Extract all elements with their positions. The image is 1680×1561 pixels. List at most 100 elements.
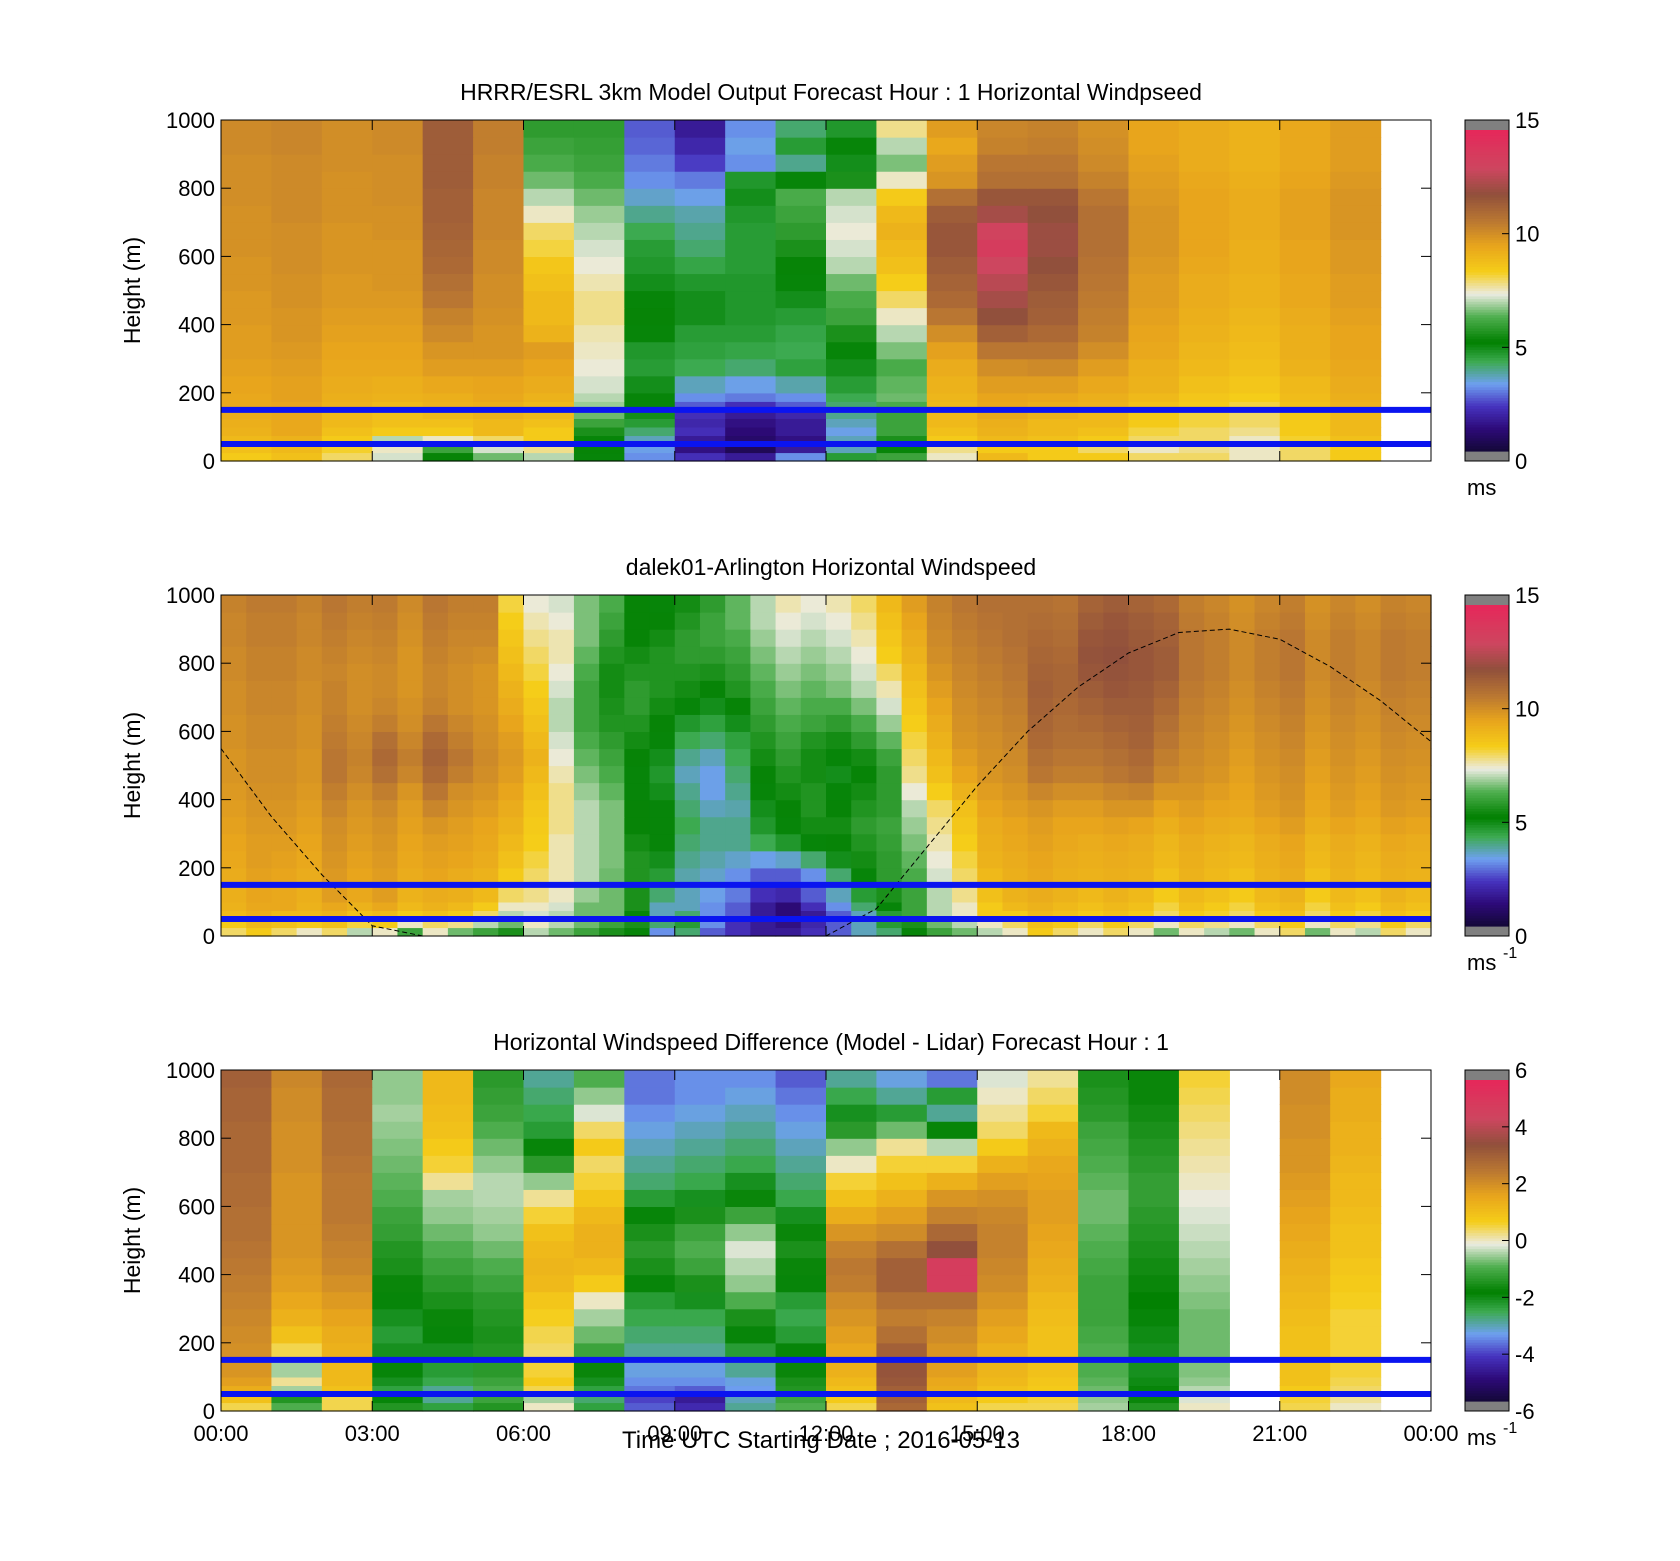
heatmap-cell bbox=[473, 901, 499, 912]
heatmap-cell bbox=[372, 1342, 424, 1361]
heatmap-cell bbox=[1279, 1189, 1331, 1207]
heatmap-cell bbox=[1027, 1308, 1079, 1327]
heatmap-cell bbox=[926, 910, 953, 920]
heatmap-cell bbox=[1128, 901, 1155, 912]
heatmap-cell bbox=[473, 1070, 525, 1088]
heatmap-cell bbox=[221, 256, 273, 275]
heatmap-cell bbox=[1355, 850, 1382, 869]
heatmap-cell bbox=[1128, 171, 1180, 189]
heatmap-cell bbox=[246, 663, 273, 681]
heatmap-cell bbox=[750, 799, 777, 818]
heatmap-cell bbox=[674, 120, 726, 138]
heatmap-cell bbox=[1178, 137, 1230, 155]
heatmap-cell bbox=[372, 833, 399, 852]
colorbar-swatch bbox=[1465, 1315, 1509, 1319]
colorbar-swatch bbox=[1465, 744, 1509, 748]
heatmap-cell bbox=[221, 918, 247, 929]
colorbar-swatch bbox=[1465, 637, 1509, 641]
heatmap-cell bbox=[1355, 918, 1382, 929]
heatmap-cell bbox=[321, 392, 373, 402]
heatmap-cell bbox=[1405, 680, 1432, 698]
heatmap-cell bbox=[1229, 256, 1281, 275]
heatmap-cell bbox=[1128, 1240, 1180, 1259]
colorbar-swatch bbox=[1465, 1253, 1509, 1258]
heatmap-cell bbox=[926, 816, 953, 835]
heatmap-cell bbox=[498, 850, 525, 869]
heatmap-cell bbox=[699, 748, 726, 767]
heatmap-cell bbox=[498, 697, 525, 715]
heatmap-cell bbox=[977, 595, 1004, 613]
heatmap-cell bbox=[1279, 239, 1331, 257]
heatmap-cell bbox=[422, 290, 474, 309]
heatmap-cell bbox=[876, 1308, 928, 1327]
heatmap-cell bbox=[271, 392, 323, 402]
heatmap-cell bbox=[372, 1087, 424, 1105]
heatmap-cell bbox=[221, 392, 273, 402]
heatmap-cell bbox=[473, 426, 525, 437]
heatmap-cell bbox=[321, 1155, 373, 1173]
heatmap-cell bbox=[271, 426, 323, 437]
heatmap-cell bbox=[1027, 443, 1079, 454]
heatmap-cell bbox=[1330, 256, 1382, 275]
colorbar-swatch bbox=[1465, 212, 1509, 217]
colorbar-swatch bbox=[1465, 156, 1509, 161]
heatmap-cell bbox=[1204, 731, 1230, 750]
heatmap-cell bbox=[926, 443, 978, 454]
chart-title: HRRR/ESRL 3km Model Output Forecast Hour… bbox=[460, 79, 1202, 105]
heatmap-cell bbox=[246, 714, 273, 732]
heatmap-cell bbox=[1002, 867, 1029, 886]
heatmap-cell bbox=[876, 443, 928, 454]
heatmap-cell bbox=[372, 205, 424, 223]
colorbar-under bbox=[1465, 1401, 1509, 1411]
heatmap-cell bbox=[347, 680, 373, 698]
x-axis-label: Time UTC Starting Date ; 2016-05-13 bbox=[622, 1427, 1020, 1454]
heatmap-cell bbox=[473, 392, 525, 402]
heatmap-cell bbox=[221, 426, 273, 437]
colorbar-swatch bbox=[1465, 295, 1509, 300]
heatmap-cell bbox=[321, 154, 373, 172]
heatmap-cell bbox=[977, 910, 1004, 920]
colorbar-swatch bbox=[1465, 912, 1509, 916]
heatmap-cell bbox=[221, 901, 247, 912]
heatmap-cell bbox=[523, 273, 575, 292]
heatmap-cell bbox=[851, 680, 878, 698]
heatmap-cell bbox=[1078, 731, 1104, 750]
heatmap-cell bbox=[624, 1376, 676, 1387]
heatmap-cell bbox=[271, 1359, 323, 1378]
colorbar-swatch bbox=[1465, 162, 1509, 166]
heatmap-cell bbox=[1078, 341, 1130, 360]
heatmap-cell bbox=[573, 629, 600, 647]
colorbar-swatch bbox=[1465, 418, 1509, 423]
heatmap-cell bbox=[775, 816, 802, 835]
heatmap-cell bbox=[926, 1325, 978, 1344]
heatmap-cell bbox=[221, 782, 247, 801]
colorbar-swatch bbox=[1465, 1227, 1509, 1231]
heatmap-cell bbox=[1128, 137, 1180, 155]
heatmap-cell bbox=[1078, 1206, 1130, 1225]
heatmap-cell bbox=[1178, 765, 1205, 784]
heatmap-cell bbox=[1027, 154, 1079, 172]
heatmap-cell bbox=[1304, 595, 1331, 613]
heatmap-cell bbox=[296, 816, 323, 835]
heatmap-cell bbox=[725, 901, 751, 912]
heatmap-cell bbox=[372, 1104, 424, 1122]
heatmap-cell bbox=[1027, 748, 1054, 767]
heatmap-cell bbox=[573, 1257, 625, 1276]
heatmap-cell bbox=[1178, 188, 1230, 206]
colorbar-swatch bbox=[1465, 762, 1509, 767]
heatmap-cell bbox=[624, 697, 651, 715]
heatmap-cell bbox=[876, 222, 928, 240]
heatmap-cell bbox=[1380, 884, 1407, 903]
heatmap-cell bbox=[876, 680, 903, 698]
heatmap-cell bbox=[473, 1189, 525, 1207]
heatmap-cell bbox=[1229, 927, 1256, 937]
heatmap-cell bbox=[1178, 324, 1230, 343]
heatmap-cell bbox=[498, 782, 525, 801]
heatmap-cell bbox=[1128, 1104, 1180, 1122]
heatmap-cell bbox=[1128, 452, 1180, 462]
heatmap-cell bbox=[1229, 714, 1256, 732]
heatmap-cell bbox=[573, 1206, 625, 1225]
heatmap-cell bbox=[926, 612, 953, 630]
heatmap-cell bbox=[1078, 375, 1130, 394]
heatmap-cell bbox=[826, 120, 878, 138]
